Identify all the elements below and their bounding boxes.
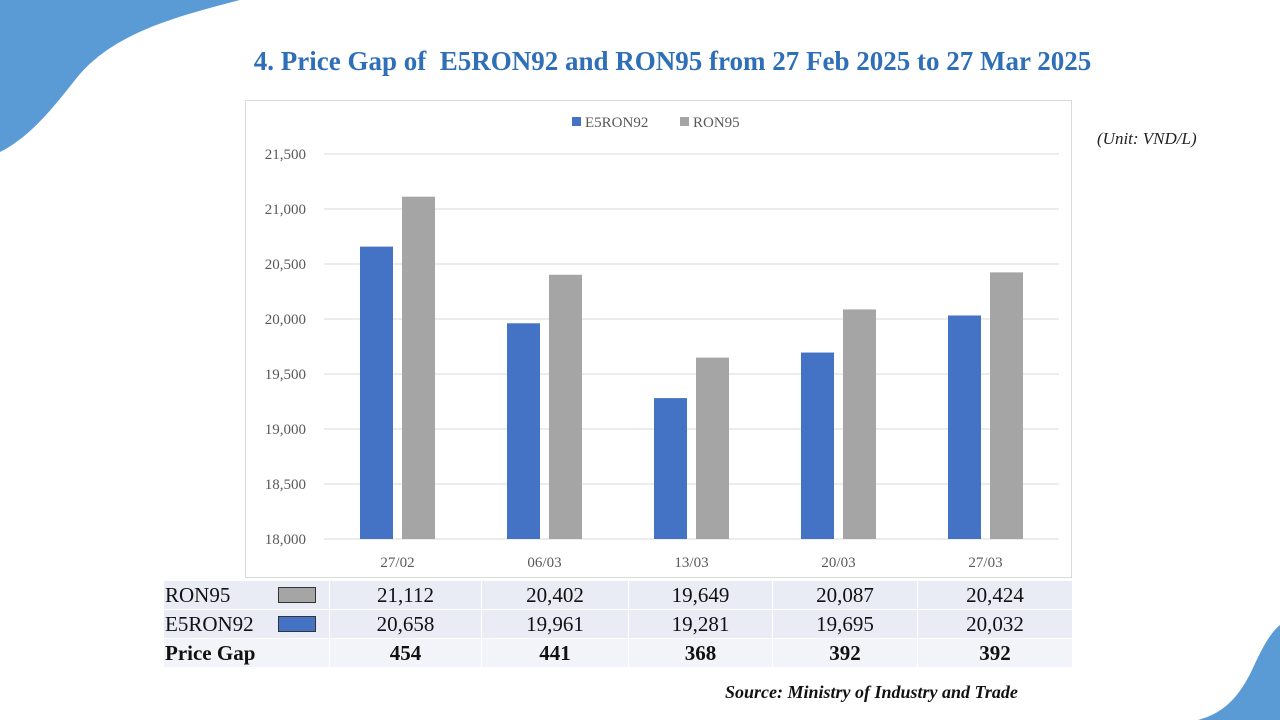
- table-row: Price Gap 454 441 368 392 392: [163, 638, 1073, 668]
- y-tick-label: 18,000: [265, 532, 306, 548]
- table-cell: 20,402: [481, 580, 629, 610]
- y-tick-label: 20,500: [265, 257, 306, 273]
- table-cell: 19,649: [628, 580, 773, 610]
- corner-wave-shape-bottom: [1198, 625, 1280, 720]
- bar-ron95: [843, 309, 876, 539]
- row-label: E5RON92: [165, 611, 254, 636]
- data-table: RON95 21,112 20,402 19,649 20,087 20,424…: [163, 580, 1073, 668]
- x-tick-label: 06/03: [527, 555, 561, 571]
- bar-e5ron92: [801, 352, 834, 539]
- table-cell: 392: [917, 638, 1073, 668]
- bar-ron95: [402, 196, 435, 539]
- table-cell: 368: [628, 638, 773, 668]
- unit-label: (Unit: VND/L): [1097, 129, 1197, 148]
- corner-wave-decoration: [0, 0, 240, 152]
- y-tick-label: 20,000: [265, 312, 306, 328]
- row-label-cell: E5RON92: [163, 609, 330, 639]
- row-label: RON95: [165, 582, 231, 607]
- x-tick-label: 27/02: [380, 555, 414, 571]
- y-tick-label: 19,500: [265, 367, 306, 383]
- bar-e5ron92: [948, 315, 981, 539]
- legend-swatch-e5ron92: [278, 616, 316, 632]
- row-label-cell: Price Gap: [163, 638, 330, 668]
- table-cell: 20,032: [917, 609, 1073, 639]
- legend-swatch-ron95: [278, 587, 316, 603]
- x-tick-label: 27/03: [968, 555, 1002, 571]
- table-cell: 392: [772, 638, 918, 668]
- table-cell: 21,112: [329, 580, 482, 610]
- y-tick-label: 21,000: [265, 202, 306, 218]
- legend-label: E5RON92: [585, 115, 648, 131]
- x-tick-label: 20/03: [821, 555, 855, 571]
- bar-e5ron92: [507, 323, 540, 539]
- y-tick-label: 18,500: [265, 477, 306, 493]
- bar-chart: 18,000 18,500 19,000 19,500 20,000 20,500 21,0…: [245, 100, 1072, 578]
- y-tick-label: 19,000: [265, 422, 306, 438]
- legend-marker-e5ron92: [572, 117, 581, 126]
- legend-label: RON95: [693, 115, 740, 131]
- table-cell: 20,424: [917, 580, 1073, 610]
- table-cell: 20,658: [329, 609, 482, 639]
- bar-e5ron92: [654, 398, 687, 539]
- table-row: RON95 21,112 20,402 19,649 20,087 20,424: [163, 580, 1073, 610]
- table-cell: 19,695: [772, 609, 918, 639]
- corner-wave-decoration-bottom: [1198, 625, 1280, 720]
- source-note: Source: Ministry of Industry and Trade: [725, 682, 1018, 702]
- table-cell: 441: [481, 638, 629, 668]
- bar-ron95: [990, 272, 1023, 539]
- page-title: 4. Price Gap of E5RON92 and RON95 from 2…: [253, 46, 1092, 76]
- table-cell: 454: [329, 638, 482, 668]
- row-label-cell: RON95: [163, 580, 330, 610]
- bar-ron95: [549, 274, 582, 539]
- bar-ron95: [696, 357, 729, 539]
- y-tick-label: 21,500: [265, 147, 306, 163]
- table-row: E5RON92 20,658 19,961 19,281 19,695 20,0…: [163, 609, 1073, 639]
- table-cell: 19,281: [628, 609, 773, 639]
- table-cell: 20,087: [772, 580, 918, 610]
- x-tick-label: 13/03: [674, 555, 708, 571]
- chart-canvas: 18,000 18,500 19,000 19,500 20,000 20,500 21,0…: [265, 115, 1059, 571]
- legend-marker-ron95: [680, 117, 689, 126]
- bar-e5ron92: [360, 246, 393, 539]
- row-label: Price Gap: [165, 640, 256, 665]
- table-cell: 19,961: [481, 609, 629, 639]
